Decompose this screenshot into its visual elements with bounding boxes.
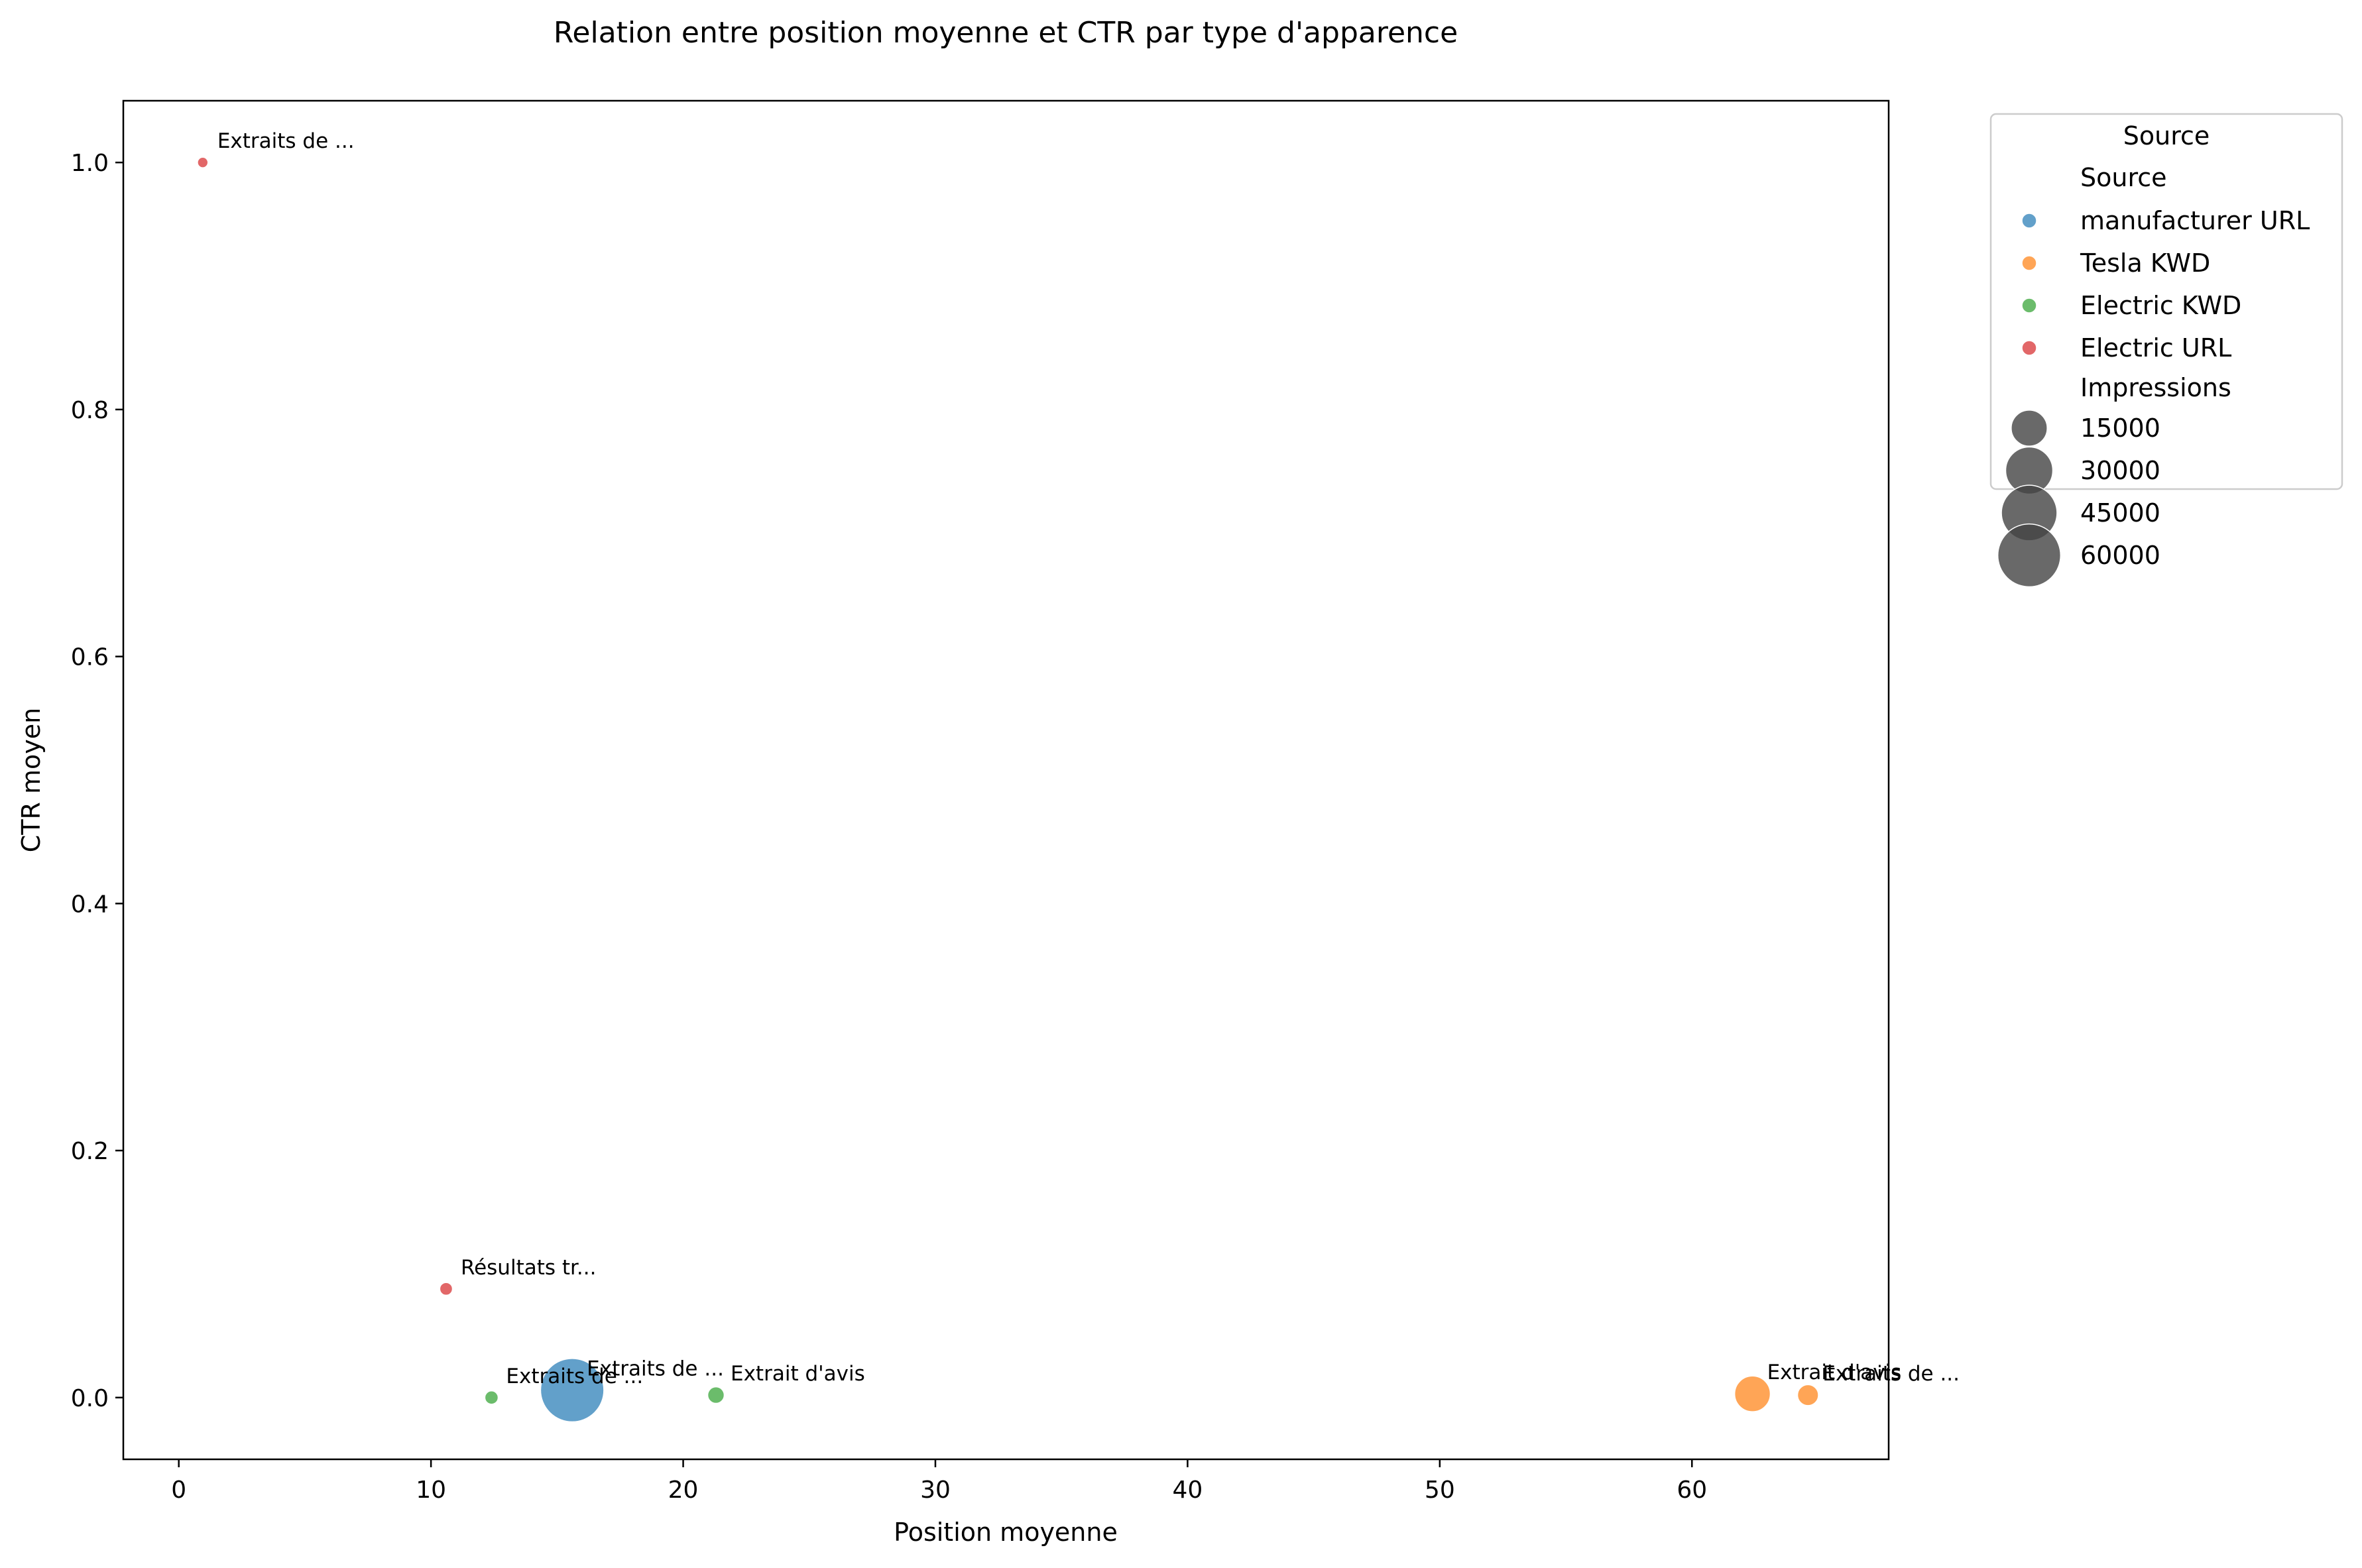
legend-size-marker (2011, 410, 2048, 447)
point-annotation: Extraits de ... (1822, 1362, 1960, 1386)
x-tick-label: 30 (920, 1477, 951, 1504)
y-tick-label: 0.6 (71, 644, 109, 671)
x-axis-label: Position moyenne (894, 1518, 1118, 1547)
legend-hue-entries: manufacturer URL Tesla KWD Electric KWD Ele… (2021, 206, 2310, 363)
legend-hue-marker (2021, 298, 2037, 313)
y-tick-label: 0.0 (71, 1385, 109, 1412)
data-point (196, 156, 209, 169)
legend-hue-marker (2021, 340, 2037, 356)
legend-hue-label: manufacturer URL (2080, 206, 2310, 235)
x-axis: 0 10 20 30 40 50 60 (171, 1459, 1707, 1504)
legend-hue-label: Electric KWD (2080, 291, 2241, 320)
legend-hue-label: Electric URL (2080, 333, 2231, 363)
data-point (439, 1281, 453, 1296)
data-point (540, 1357, 605, 1423)
x-tick-label: 40 (1173, 1477, 1203, 1504)
y-axis-label: CTR moyen (17, 708, 46, 852)
legend-size-marker (1997, 523, 2062, 588)
legend-size-entries: 15000 30000 45000 60000 (1997, 410, 2160, 588)
legend-size-heading: Impressions (2080, 373, 2231, 402)
legend-size-label: 60000 (2080, 541, 2160, 570)
legend-size-label: 45000 (2080, 498, 2160, 528)
legend-hue-label: Tesla KWD (2080, 249, 2210, 278)
point-annotation: Extraits de ... (217, 129, 355, 153)
legend-box (1989, 113, 2343, 490)
chart-title: Relation entre position moyenne et CTR p… (554, 16, 1458, 50)
point-annotation: Résultats tr... (461, 1256, 597, 1280)
point-annotation: Extraits de ... (587, 1357, 724, 1381)
plot-area-frame (122, 99, 1890, 1461)
legend: Source Source manufacturer URL Tesla KWD E… (1989, 113, 2343, 588)
legend-hue-marker (2021, 255, 2037, 271)
point-annotation: Extraits de ... (506, 1365, 643, 1388)
x-tick-label: 10 (416, 1477, 446, 1504)
y-tick-label: 1.0 (71, 150, 109, 177)
data-point (1797, 1384, 1820, 1407)
point-annotation: Extrait d'avis (1767, 1361, 1902, 1384)
y-tick-label: 0.4 (71, 891, 109, 918)
y-tick-label: 0.8 (71, 397, 109, 424)
legend-size-label: 15000 (2080, 414, 2160, 443)
legend-title: Source (2123, 121, 2210, 150)
y-axis: 0.0 0.2 0.4 0.6 0.8 1.0 (71, 150, 123, 1412)
data-point (484, 1390, 499, 1406)
data-point (1734, 1375, 1771, 1413)
legend-hue-marker (2021, 213, 2037, 229)
x-tick-label: 50 (1425, 1477, 1455, 1504)
legend-hue-heading: Source (2080, 163, 2167, 192)
y-tick-label: 0.2 (71, 1138, 109, 1165)
x-tick-label: 60 (1677, 1477, 1707, 1504)
data-point (707, 1386, 725, 1404)
x-tick-label: 0 (171, 1477, 186, 1504)
x-tick-label: 20 (668, 1477, 699, 1504)
legend-size-label: 30000 (2080, 456, 2160, 485)
point-annotation: Extrait d'avis (731, 1362, 865, 1386)
data-points-layer (196, 156, 1820, 1423)
